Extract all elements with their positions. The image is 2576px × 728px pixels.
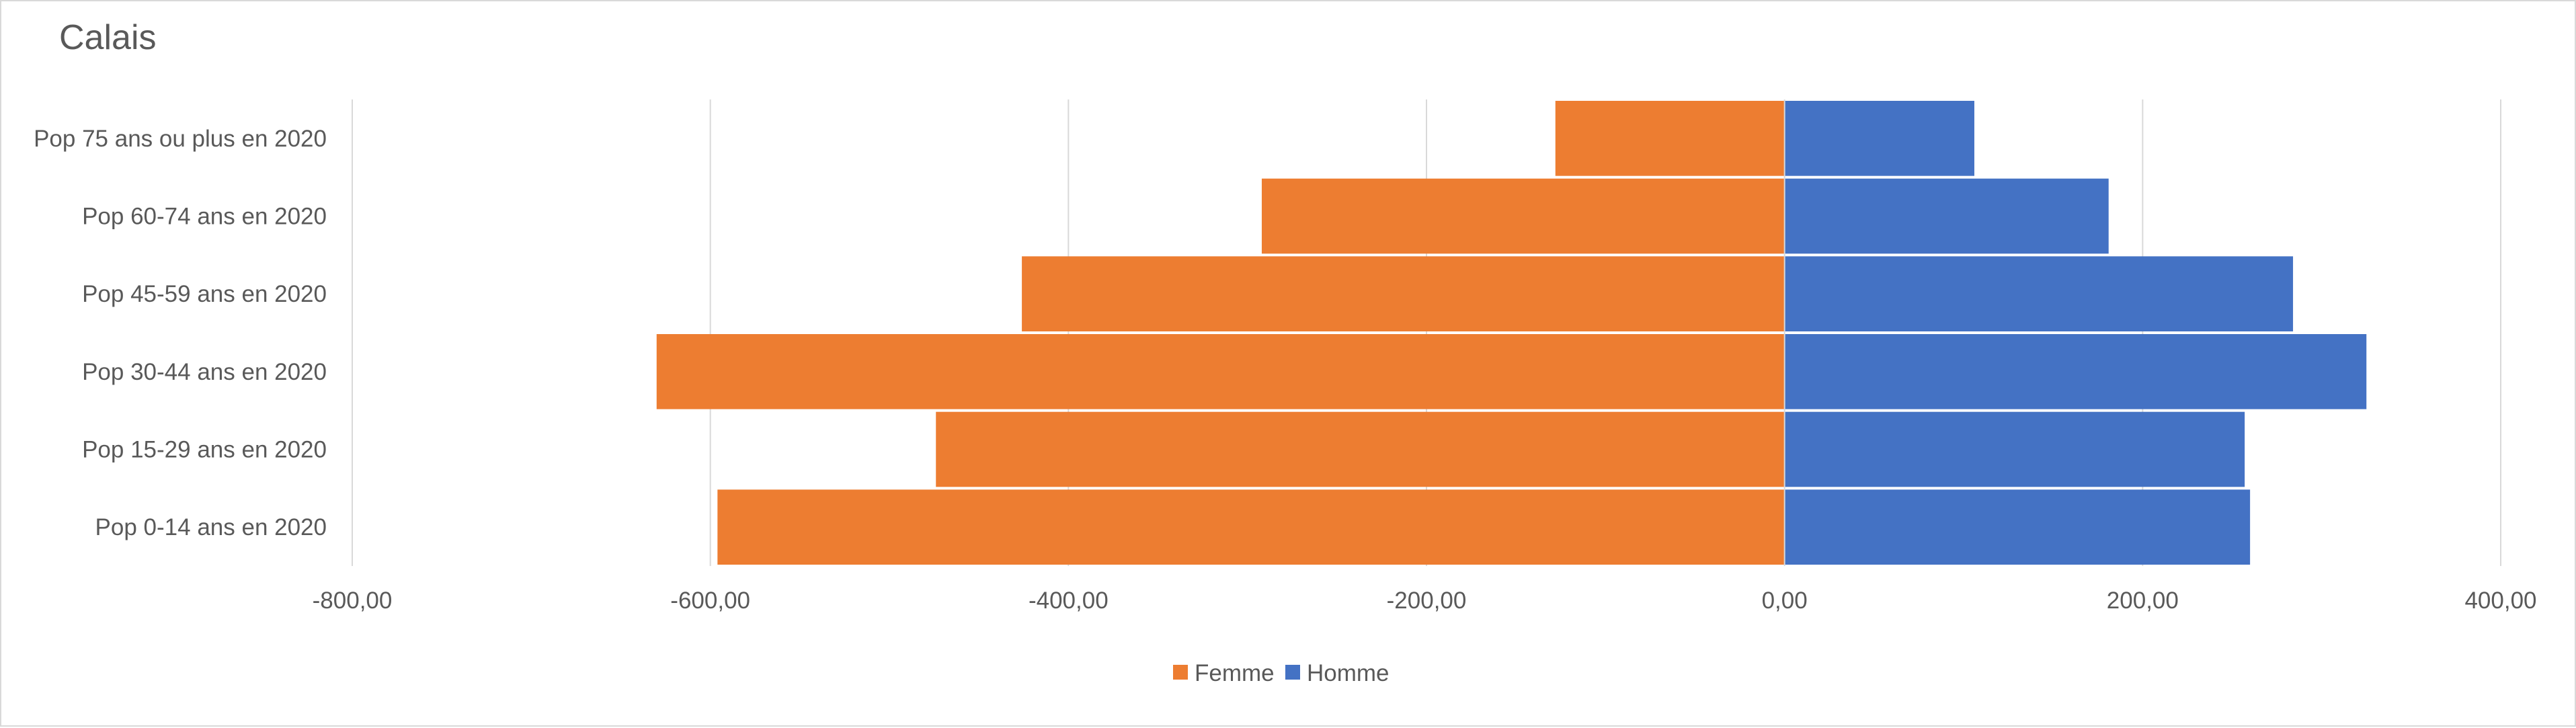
gridlines [352, 99, 2501, 566]
category-label: Pop 60-74 ans en 2020 [82, 204, 327, 230]
category-label: Pop 0-14 ans en 2020 [95, 514, 327, 540]
bar-homme-0 [1784, 101, 1974, 176]
bar-homme-4 [1784, 411, 2245, 487]
legend-swatch-homme [1285, 665, 1300, 680]
bars [656, 99, 2367, 566]
bar-femme-1 [1261, 178, 1785, 254]
bar-femme-0 [1555, 101, 1785, 176]
x-tick-labels: -800,00 -600,00 -400,00 -200,00 0,00 200,00 40… [313, 588, 2537, 614]
x-tick-label: -600,00 [670, 588, 750, 614]
category-labels: Pop 75 ans ou plus en 2020 Pop 60-74 ans … [34, 126, 327, 540]
bar-homme-3 [1784, 334, 2367, 409]
x-tick-label: 0,00 [1762, 588, 1808, 614]
bar-homme-2 [1784, 256, 2294, 331]
x-tick-label: -200,00 [1387, 588, 1467, 614]
legend-label-femme: Femme [1195, 660, 1275, 686]
bar-femme-2 [1022, 256, 1785, 331]
bar-femme-5 [717, 489, 1785, 565]
legend-label-homme: Homme [1307, 660, 1390, 686]
bar-homme-1 [1784, 178, 2109, 254]
legend: Femme Homme [1173, 660, 1390, 686]
bar-femme-3 [656, 334, 1785, 409]
category-label: Pop 75 ans ou plus en 2020 [34, 126, 327, 152]
category-label: Pop 15-29 ans en 2020 [82, 437, 327, 463]
x-tick-label: -400,00 [1029, 588, 1109, 614]
x-tick-label: 200,00 [2107, 588, 2179, 614]
bar-femme-4 [936, 411, 1785, 487]
category-label: Pop 30-44 ans en 2020 [82, 359, 327, 385]
x-tick-label: 400,00 [2464, 588, 2536, 614]
bar-homme-5 [1784, 489, 2251, 565]
x-tick-label: -800,00 [313, 588, 393, 614]
legend-swatch-femme [1173, 665, 1188, 680]
category-label: Pop 45-59 ans en 2020 [82, 281, 327, 307]
chart-title: Calais [59, 18, 157, 57]
